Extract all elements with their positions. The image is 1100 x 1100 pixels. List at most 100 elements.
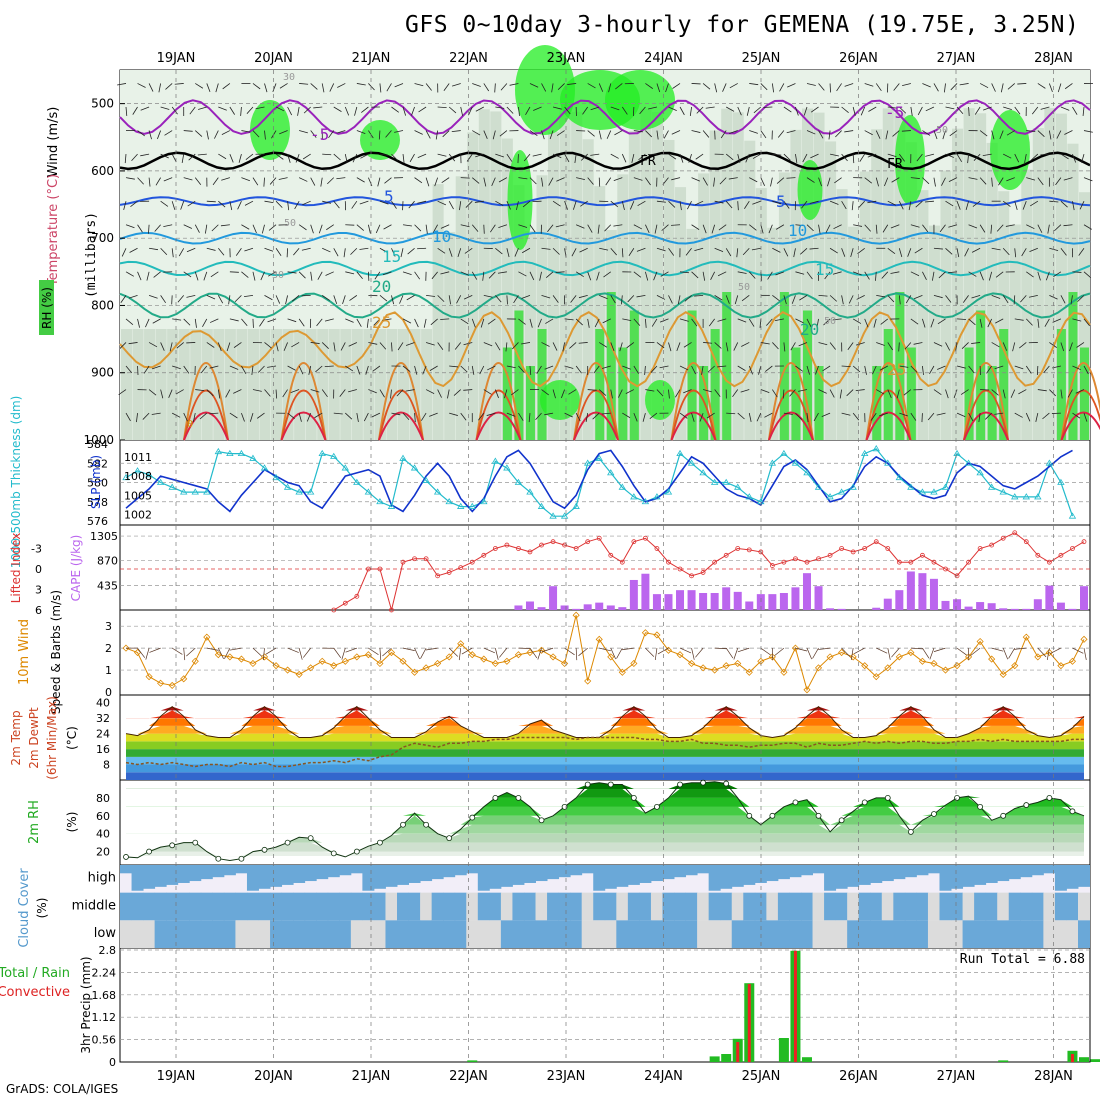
wind-barb [328, 130, 335, 139]
contour-label: 20 [800, 320, 819, 339]
wind-barb [379, 389, 385, 398]
cloud-high-cell [235, 865, 248, 874]
thickness-marker [734, 483, 742, 490]
wind-barb [968, 224, 978, 229]
wind-barb [910, 365, 918, 373]
x-label-top: 20JAN [254, 51, 293, 66]
thickness-marker [168, 483, 176, 490]
wind-barb [383, 224, 392, 230]
wind-tick-label: 0 [105, 686, 112, 699]
wind-barb [391, 106, 399, 113]
wind-barb [601, 412, 611, 415]
cloud-middle-cell [847, 892, 860, 921]
wind-barb [656, 130, 659, 140]
wind-barb [497, 271, 507, 274]
wind-barb [313, 106, 323, 109]
wind-barb [453, 389, 461, 396]
wind-speed-marker [780, 668, 788, 676]
lifted-index-marker [527, 549, 533, 555]
wind-barb [397, 342, 404, 351]
wind-barb [718, 224, 727, 231]
slp-tick-label: 1005 [124, 489, 152, 502]
cloud-low-cell [847, 920, 860, 948]
wind-barb [971, 247, 981, 253]
wind-barb [656, 200, 666, 203]
wind-speed-marker [410, 668, 419, 676]
panel-frame-precip [119, 947, 1091, 1063]
wind-barb [516, 201, 519, 211]
rh-moist-patch [540, 380, 580, 420]
wind-barb [933, 83, 939, 92]
wind-barb [117, 83, 127, 86]
temp-band [126, 772, 1084, 780]
thickness-marker [318, 449, 326, 457]
cloud-high-cell [373, 865, 386, 889]
rh-shade-column [709, 130, 721, 440]
cape-bar [699, 593, 708, 610]
cloud-low-cell [939, 920, 952, 948]
wind-barb [192, 413, 196, 422]
wind-barb-10m [137, 647, 146, 658]
wind-barb-10m [891, 647, 900, 658]
wind-barb [941, 177, 946, 186]
wind-barb [217, 342, 222, 352]
wind-barb [321, 295, 330, 301]
thickness-marker [999, 488, 1007, 495]
cape-bar [826, 608, 835, 610]
cloud-high-cell [916, 865, 929, 876]
wind-barb [546, 271, 554, 279]
cloud-low-cell [304, 920, 317, 948]
cloud-middle-cell [616, 892, 629, 921]
wind-barb [1055, 177, 1062, 186]
wind-barb [186, 247, 196, 253]
rh-shade-column [409, 329, 421, 440]
wind-barb [491, 177, 496, 187]
lifted-index-marker [689, 573, 694, 579]
temp-tick-label: 16 [96, 743, 110, 756]
wind-barb [180, 201, 185, 210]
contour-label: 15 [382, 247, 401, 266]
wind-barb [460, 271, 470, 276]
wind-barb [766, 318, 773, 326]
wind-barb [982, 153, 992, 157]
cape-bar [999, 608, 1008, 610]
wind-barb [405, 342, 415, 346]
wind-barb [541, 177, 544, 187]
wind-barb [203, 271, 208, 281]
wind-barb [956, 365, 966, 369]
thickness-marker [1011, 493, 1019, 500]
wind-speed-marker [988, 655, 996, 663]
wind-barb [1064, 83, 1073, 90]
surface-heat-contour [378, 362, 424, 441]
wind-speed-marker [445, 653, 453, 661]
wind-barb [194, 271, 199, 281]
wind-barb [449, 412, 458, 416]
wind-barb [1025, 365, 1032, 374]
wind-barb [847, 342, 854, 350]
wind-barb [360, 153, 369, 159]
wind-barb-10m [695, 647, 704, 658]
precip-tick-label: 0.56 [92, 1034, 117, 1047]
wind-barb [933, 294, 943, 299]
wind-barb [252, 224, 257, 234]
wind-barb [506, 365, 516, 369]
wind-barb [610, 389, 613, 399]
wind-barb [703, 342, 713, 344]
wind-barb [218, 248, 225, 256]
wind-barb [437, 200, 447, 206]
wind-barb [221, 130, 231, 135]
wind-speed-marker [941, 666, 950, 674]
wind-barb [748, 413, 752, 422]
precip-convective-bar [736, 1042, 740, 1062]
wind-barb [124, 154, 127, 164]
lifted-index-marker [504, 542, 510, 548]
cloud-low-cell [997, 920, 1010, 948]
wind-barb-10m [229, 647, 242, 651]
wind-barb [537, 318, 542, 328]
cloud-low-cell [177, 920, 190, 948]
lifted-index-marker [342, 600, 348, 606]
wind-barb [1048, 130, 1052, 140]
wind-barb [1000, 83, 1004, 93]
rh-shade-column [801, 108, 813, 440]
